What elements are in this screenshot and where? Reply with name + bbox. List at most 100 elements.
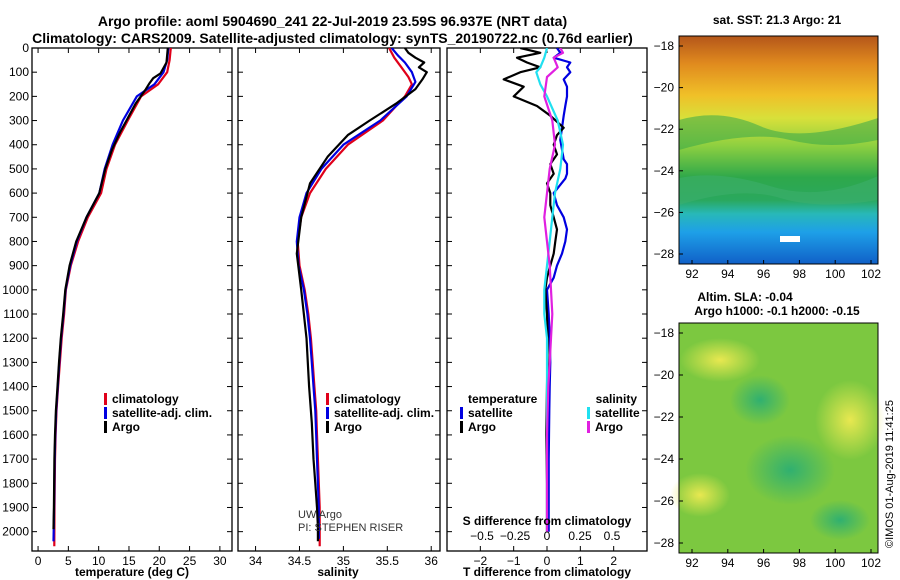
difference-x-label: T difference from climatology	[463, 565, 631, 579]
series-line-argo	[502, 48, 565, 532]
depth-tick-label: 100	[9, 65, 29, 79]
sla-blob	[810, 500, 870, 540]
salinity-panel: 34 34.5 35 35.5 36 salinity climatology sate…	[237, 47, 441, 579]
difference-panel: −2 −1 0 1 2 T difference from climatology S …	[446, 47, 648, 579]
pi-annotation: PI: STEPHEN RISER	[298, 522, 403, 534]
map-x-tick-label: 102	[861, 556, 881, 570]
legend-label-satellite: satellite-adj. clim.	[112, 406, 212, 420]
depth-tick-label: 1600	[2, 428, 29, 442]
x-tick-label: 35.5	[376, 554, 400, 568]
legend-swatch-s-satellite	[587, 407, 590, 419]
map-x-tick-label: 92	[685, 267, 699, 281]
x-tick-label: 0	[544, 554, 551, 568]
depth-tick-label: 1700	[2, 452, 29, 466]
depth-tick-label: 1100	[3, 307, 29, 321]
sla-blob	[745, 435, 835, 505]
salinity-series	[295, 48, 428, 547]
depth-tick-label: 1300	[2, 355, 29, 369]
map-y-tick-label: −28	[654, 247, 675, 261]
legend-label-s-argo: Argo	[595, 420, 623, 434]
series-line-argo	[295, 48, 428, 542]
depth-tick-label: 500	[9, 162, 29, 176]
s-tick: −0.5	[470, 529, 494, 543]
s-difference-label: S difference from climatology	[463, 514, 632, 528]
s-difference-ticks: −0.5 −0.25 0 0.25 0.5	[470, 529, 621, 543]
sst-patch	[679, 115, 878, 150]
sla-map-title: Altim. SLA: -0.04	[697, 290, 793, 304]
map-y-tick-label: −22	[654, 122, 675, 136]
legend-label-satellite: satellite-adj. clim.	[334, 406, 434, 420]
figure-title-line-1: Argo profile: aoml 5904690_241 22-Jul-20…	[97, 13, 568, 29]
x-tick-label: 2	[610, 554, 617, 568]
depth-axis: 0 100 200 300 400 500 600 700 800 900 1000 1100 1200…	[2, 41, 232, 539]
sla-blob	[815, 380, 885, 460]
legend-label-argo: Argo	[112, 420, 140, 434]
map-x-tick-label: 100	[825, 556, 845, 570]
x-tick-label: 1	[577, 554, 584, 568]
temperature-x-label: temperature (deg C)	[75, 565, 189, 579]
series-line-sal_argo	[543, 48, 565, 532]
depth-tick-label: 400	[9, 138, 29, 152]
map-x-tick-label: 98	[793, 556, 807, 570]
sla-map-frame	[678, 322, 879, 554]
legend-swatch-satellite	[104, 407, 107, 419]
legend-swatch-climatology	[326, 393, 329, 405]
map-y-tick-label: −24	[654, 452, 675, 466]
salinity-legend: climatology satellite-adj. clim. Argo	[326, 392, 434, 434]
data-source-annotation: UW Argo	[298, 509, 342, 521]
sst-map-axes: 92 94 96 98 100 102 −18 −20 −22 −24 −26 −28	[654, 39, 882, 281]
x-tick-label: 20	[153, 554, 167, 568]
map-x-tick-label: 102	[861, 267, 881, 281]
difference-x-axis: −2 −1 0 1 2	[473, 48, 617, 568]
series-line-argo	[52, 48, 169, 530]
map-y-tick-label: −24	[654, 164, 675, 178]
s-tick: −0.25	[500, 529, 531, 543]
depth-tick-label: 900	[9, 259, 29, 273]
depth-tick-label: 200	[9, 89, 29, 103]
legend-swatch-t-satellite	[460, 407, 463, 419]
x-tick-label: −1	[507, 554, 521, 568]
map-y-tick-label: −18	[654, 39, 675, 53]
x-tick-label: 35	[337, 554, 351, 568]
legend-label-s-satellite: satellite	[595, 406, 640, 420]
difference-depth-ticks	[447, 47, 647, 533]
map-y-tick-label: −18	[654, 326, 675, 340]
map-y-tick-label: −26	[654, 205, 675, 219]
legend-swatch-s-argo	[587, 421, 590, 433]
salinity-depth-ticks	[238, 47, 440, 533]
sla-map-subtitle: Argo h1000: -0.1 h2000: -0.15	[694, 304, 860, 318]
x-tick-label: 5	[65, 554, 72, 568]
legend-swatch-argo	[104, 421, 107, 433]
imos-watermark: ©IMOS 01-Aug-2019 11:41:25	[884, 400, 896, 548]
s-tick: 0	[544, 529, 551, 543]
argo-position-marker	[780, 236, 800, 242]
salinity-axes-box	[237, 47, 441, 552]
depth-tick-label: 800	[9, 234, 29, 248]
sst-map-image	[679, 36, 878, 264]
legend-swatch-climatology	[104, 393, 107, 405]
x-tick-label: 25	[183, 554, 197, 568]
map-x-tick-label: 92	[685, 556, 699, 570]
salinity-x-label: salinity	[317, 565, 359, 579]
depth-tick-label: 1900	[2, 500, 29, 514]
figure-title-line-2: Climatology: CARS2009. Satellite-adjuste…	[32, 30, 633, 46]
map-y-tick-label: −22	[654, 410, 675, 424]
legend-title-temperature: temperature	[468, 392, 538, 406]
depth-tick-label: 1500	[2, 404, 29, 418]
depth-tick-label: 0	[22, 41, 29, 55]
sla-map-panel: Altim. SLA: -0.04 Argo h1000: -0.1 h2000…	[654, 290, 885, 570]
sla-blob	[670, 473, 730, 517]
x-tick-label: 30	[213, 554, 227, 568]
legend-title-salinity: salinity	[596, 392, 638, 406]
sst-map-frame	[678, 35, 879, 265]
sst-map-title: sat. SST: 21.3 Argo: 21	[713, 13, 842, 27]
x-tick-label: 15	[122, 554, 136, 568]
map-x-tick-label: 96	[757, 267, 771, 281]
depth-tick-label: 1200	[2, 331, 29, 345]
legend-swatch-argo	[326, 421, 329, 433]
temperature-axes-box	[31, 47, 233, 552]
x-tick-label: 36	[425, 554, 439, 568]
temperature-legend: climatology satellite-adj. clim. Argo	[104, 392, 212, 434]
map-x-tick-label: 98	[793, 267, 807, 281]
